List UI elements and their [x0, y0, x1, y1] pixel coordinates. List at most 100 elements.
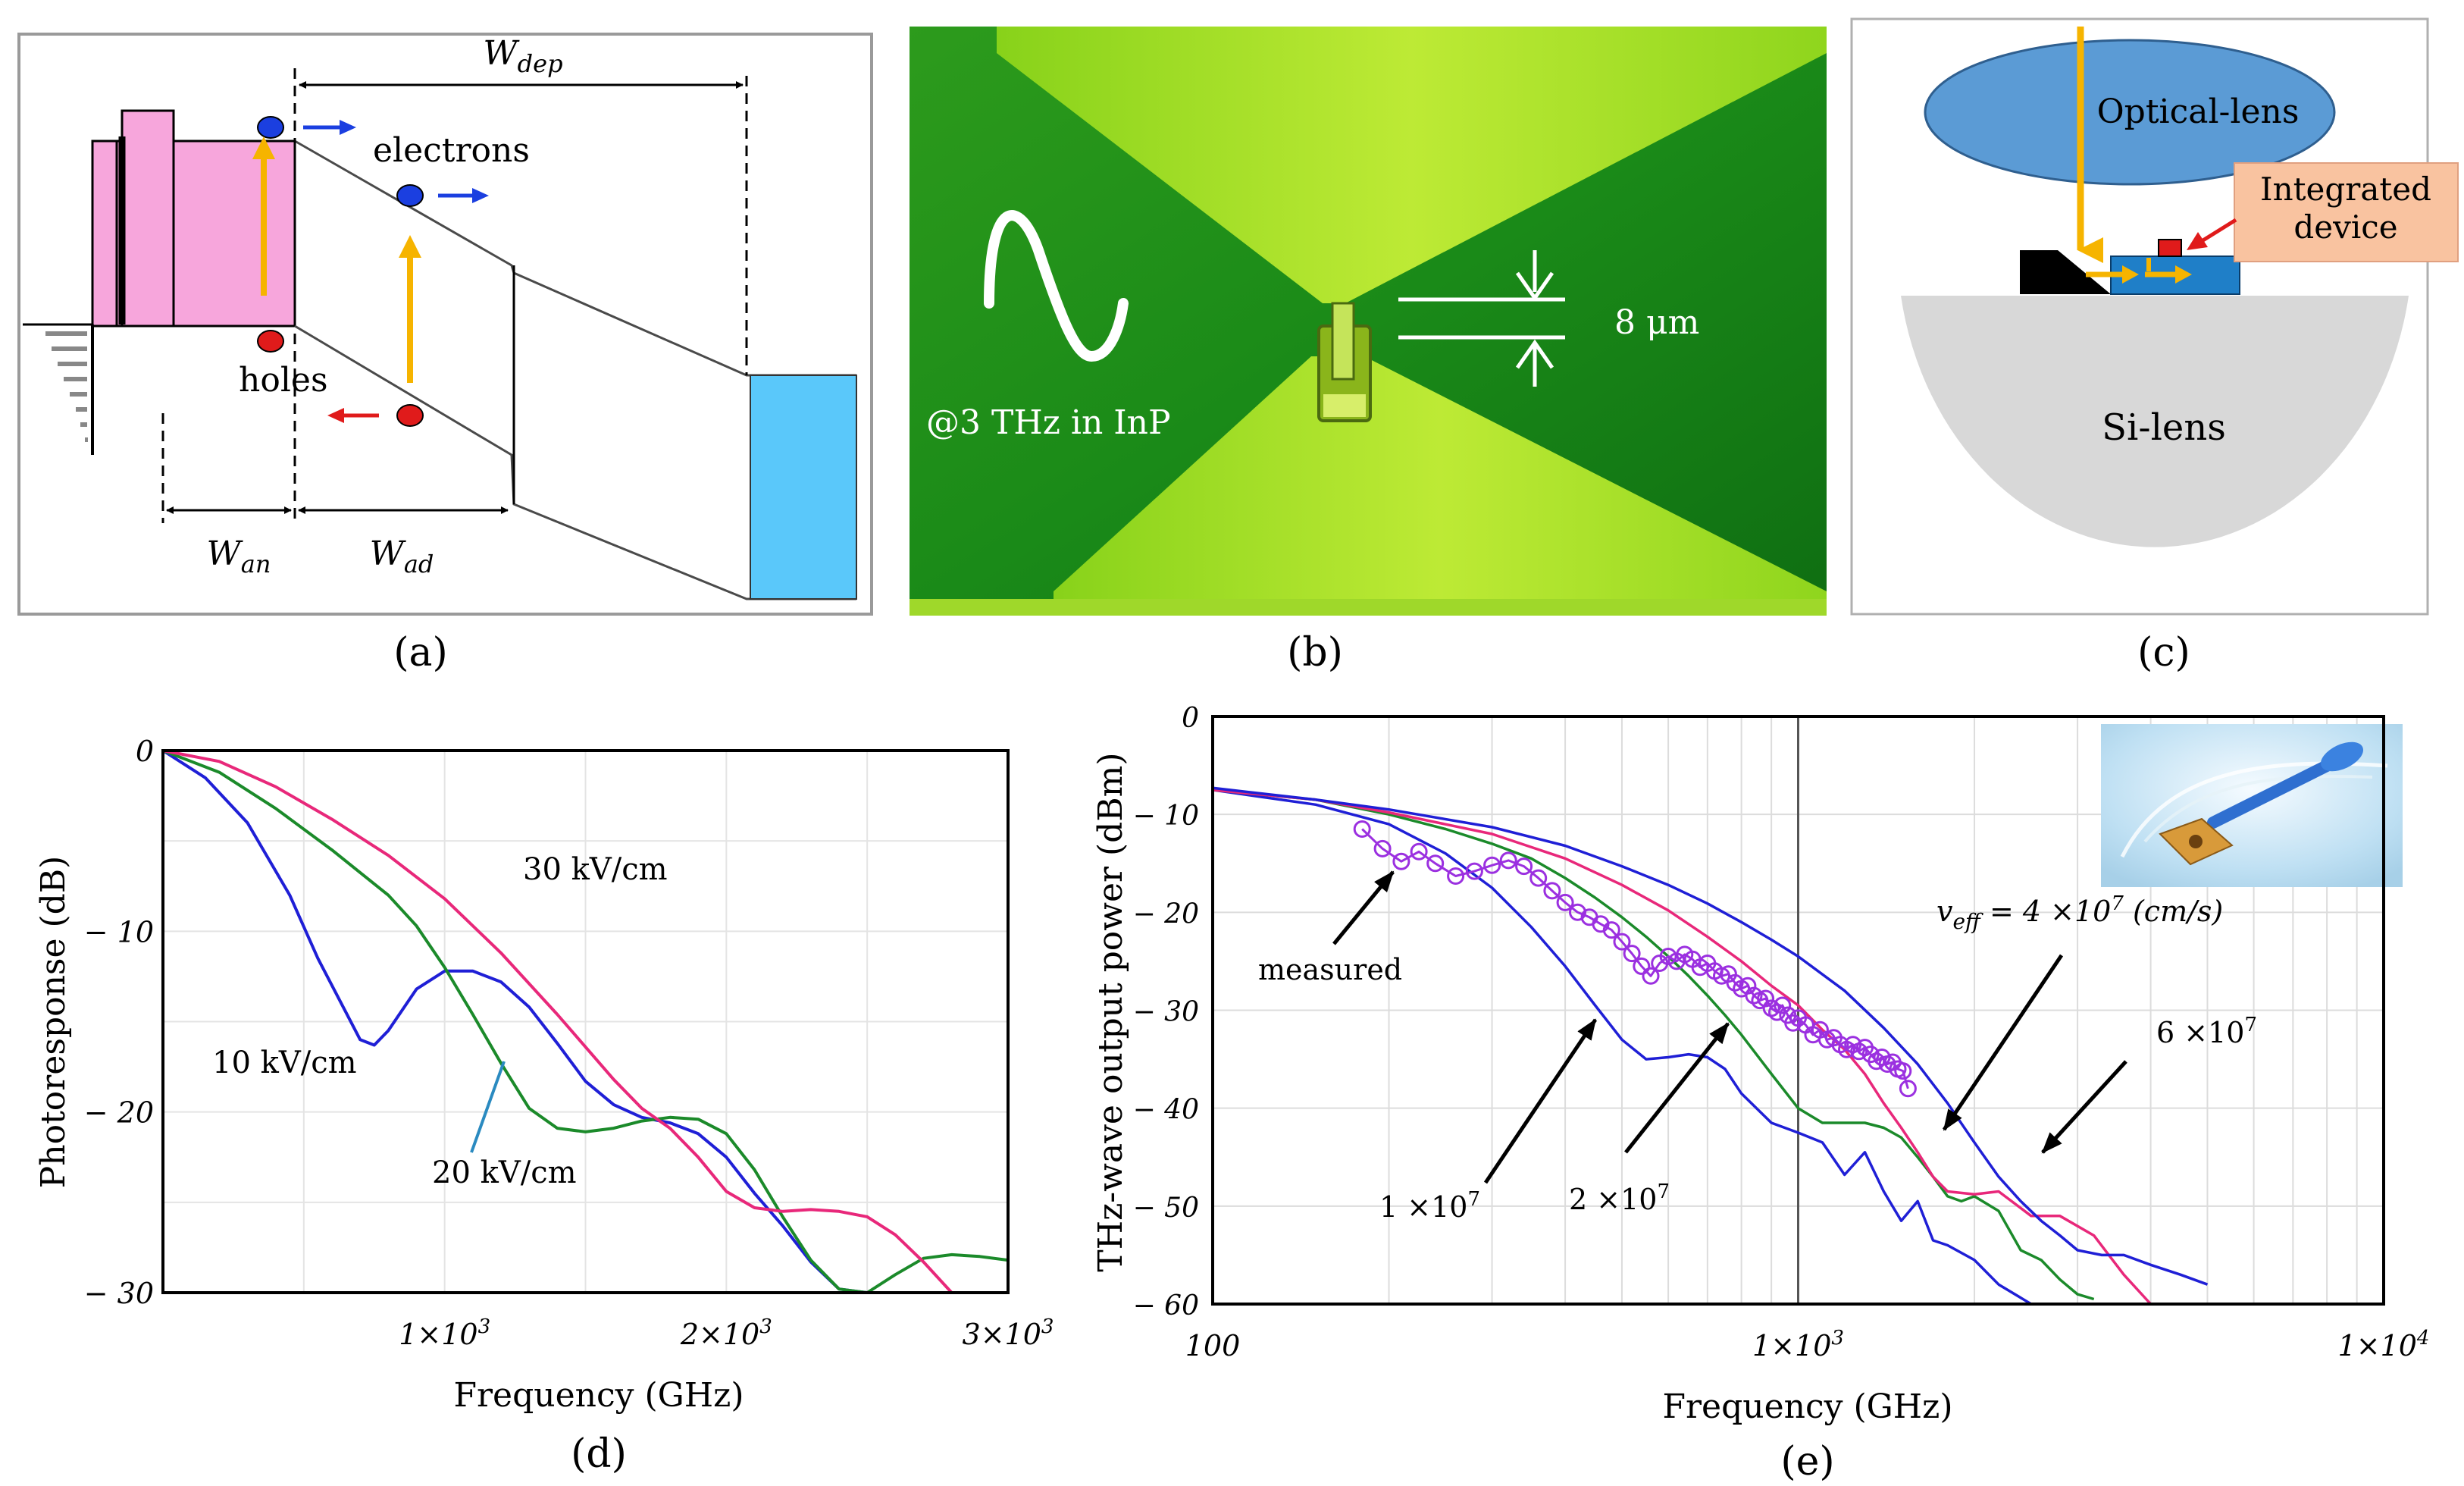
- annot-1e7-arrow: [1483, 1018, 1598, 1184]
- chart-e-marker: [1774, 996, 1792, 1014]
- annot-2e7: 2 ×107: [1569, 1180, 1670, 1216]
- panel-d: 1×103 2×103 3×103 0 − 10 − 20 − 30 Frequency (…: [34, 735, 1054, 1477]
- n-contact-region: [750, 375, 857, 600]
- chart-d-series-1: [161, 749, 868, 1294]
- panel-b: 8 μm @3 THz in InP (b): [910, 27, 1827, 676]
- curve-label-20kv: 20 kV/cm: [432, 1155, 577, 1190]
- integrated-device-box: [2234, 162, 2459, 262]
- chart-d-frame: [161, 749, 1010, 1294]
- chart-e-marker: [1899, 1080, 1917, 1098]
- wan-label: Wan: [207, 535, 271, 578]
- chart-e-ytick: − 20: [1133, 898, 1199, 930]
- electrons-label: electrons: [373, 131, 530, 170]
- bowtie-bottom-pad: [1054, 356, 1827, 616]
- chart-e-series-2: [1212, 788, 2095, 1301]
- red-chip: [2158, 239, 2182, 257]
- chart-e-marker: [1543, 882, 1561, 900]
- optical-lens-label: Optical-lens: [2097, 92, 2300, 131]
- chart-d-xtick: 2×103: [680, 1315, 772, 1351]
- curve-label-30kv: 30 kV/cm: [523, 852, 668, 887]
- si-lens-label: Si-lens: [2102, 406, 2226, 449]
- annot-2e7-arrow: [1624, 1022, 1730, 1154]
- chart-e-marker: [1483, 856, 1501, 874]
- bottom-strip: [910, 599, 1827, 616]
- pointer-arrow: [2187, 218, 2237, 250]
- chart-e-marker: [1894, 1062, 1912, 1080]
- chart-e-marker: [1353, 820, 1371, 838]
- chart-d-series: [161, 749, 1009, 1294]
- sine-wave-icon: [984, 210, 1129, 362]
- hole-dot-1: [257, 330, 284, 353]
- chart-e-marker: [1713, 967, 1730, 985]
- beam-arrows: [2086, 258, 2192, 284]
- annot-veff: veff = 4 ×107 (cm/s): [1936, 892, 2223, 934]
- chart-e-marker: [1410, 842, 1428, 861]
- chart-d-xlabel: Frequency (GHz): [453, 1376, 744, 1415]
- chart-d-grid: [163, 751, 1008, 1293]
- chart-e-ytick: − 50: [1133, 1193, 1199, 1224]
- chart-e-marker: [1447, 867, 1465, 885]
- chart-e-ylabel: THz-wave output power (dBm): [1091, 752, 1130, 1271]
- chart-e-series-1: [1212, 788, 2032, 1306]
- annot-6e7-arrow: [2041, 1060, 2127, 1154]
- chart-e-marker: [1515, 857, 1533, 876]
- chart-d-ytick: − 30: [84, 1277, 154, 1310]
- hole-dot-2: [396, 404, 424, 427]
- label-20kv-pointer: [470, 1061, 506, 1153]
- annot-measured: measured: [1258, 953, 1402, 986]
- chart-e-xlabel: Frequency (GHz): [1662, 1387, 1952, 1426]
- panel-e: 100 1×103 1×104 0 − 10 − 20 − 30 − 40 − 50 − 60 F…: [1091, 703, 2429, 1484]
- chart-e-marker: [1529, 869, 1548, 887]
- photon-arrow-1: [252, 136, 275, 296]
- chart-e-marker: [1633, 957, 1651, 975]
- chart-d-ytick: − 10: [84, 915, 154, 948]
- electron-arrow-2: [438, 188, 489, 203]
- chart-e-ticks: 100 1×103 1×104 0 − 10 − 20 − 30 − 40 − 50 − 60: [1133, 703, 2430, 1362]
- chart-e-ytick: 0: [1182, 703, 1199, 734]
- chart-e-marker: [1426, 854, 1445, 873]
- holes-label: holes: [239, 361, 328, 400]
- hole-arrow: [327, 408, 379, 423]
- chart-d-ylabel: Photoresponse (dB): [34, 856, 73, 1189]
- wdep-label: Wdep: [483, 34, 562, 78]
- chart-e-frame: [1211, 715, 2385, 1306]
- chart-e-series-4: [1212, 786, 2209, 1286]
- p-contact-step-2: [121, 109, 175, 328]
- panel-c: Optical-lens Integrated device Si-lens (…: [1850, 17, 2459, 676]
- black-prism: [2020, 250, 2111, 294]
- gap-label: 8 μm: [1614, 303, 1699, 342]
- annot-veff-arrow: [1942, 954, 2064, 1131]
- chart-d-series-3: [162, 749, 953, 1294]
- chart-e-marker: [1392, 852, 1410, 870]
- chart-d-xtick: 1×103: [399, 1315, 490, 1351]
- optical-lens: [1924, 39, 2336, 186]
- device-core: [1331, 302, 1355, 381]
- chart-e-ytick: − 40: [1133, 1095, 1199, 1126]
- chart-e-marker: [1623, 945, 1641, 963]
- wad-label: Wad: [370, 535, 434, 578]
- chart-e-marker: [1602, 921, 1620, 939]
- annot-6e7: 6 ×107: [2156, 1014, 2257, 1049]
- caption-b: (b): [1287, 630, 1343, 676]
- electron-arrow-1: [303, 120, 356, 135]
- bowtie-top-pad: [997, 27, 1827, 303]
- integrated-device-label-1: Integrated: [2260, 171, 2431, 208]
- chart-e-series-3: [1212, 788, 2152, 1306]
- frequency-label: @3 THz in InP: [926, 403, 1171, 442]
- chart-d-ytick: 0: [136, 735, 154, 768]
- chart-e-marker: [1659, 948, 1677, 965]
- chart-e-ytick: − 30: [1133, 997, 1199, 1028]
- inset-photo: [2101, 724, 2403, 887]
- chart-d-series-2: [162, 749, 1009, 1294]
- chart-e-marker: [1642, 967, 1660, 985]
- chart-e-xtick: 1×104: [2338, 1327, 2430, 1362]
- chart-d-ytick: − 20: [84, 1096, 154, 1130]
- chart-e-marker: [1556, 893, 1574, 911]
- caption-d: (d): [571, 1431, 627, 1477]
- chart-d-xtick: 3×103: [963, 1315, 1054, 1351]
- p-contact-step-1: [91, 140, 118, 328]
- ground-hatch: [23, 323, 94, 455]
- chart-e-marker: [1373, 839, 1392, 857]
- chart-e-xtick: 1×103: [1752, 1327, 1844, 1362]
- curve-label-10kv: 10 kV/cm: [212, 1046, 357, 1080]
